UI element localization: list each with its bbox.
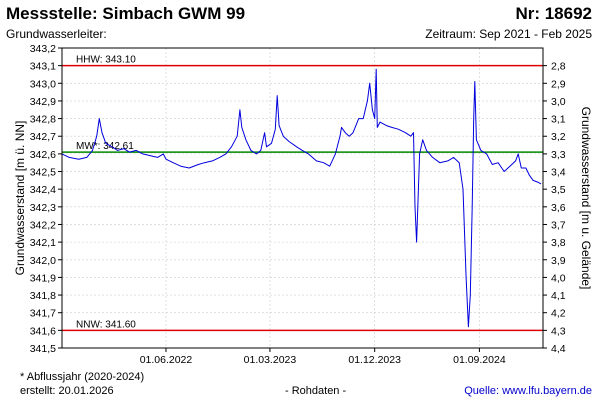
plot-frame: [61, 47, 544, 349]
aquifer-label: Grundwasserleiter:: [6, 27, 107, 41]
left-axis: 341,5 341,6 341,7 341,8 341,9 342,0 342,1 342,2…: [30, 43, 62, 355]
y-axis-label-right: Grundwasserstand [m u. Gelände]: [579, 107, 593, 290]
right-tick-label: 4,0: [551, 272, 566, 284]
right-tick-label: 3,3: [551, 149, 566, 161]
right-tick-label: 3,4: [551, 167, 566, 179]
right-tick-label: 3,2: [551, 131, 566, 143]
right-tick-label: 4,3: [551, 325, 566, 337]
x-tick-label: 01.09.2024: [453, 354, 506, 366]
series-layer: [61, 68, 542, 328]
y-axis-label-left: Grundwasserstand [m ü. NN]: [13, 121, 27, 276]
right-tick-label: 3,7: [551, 219, 566, 231]
raw-data-note: - Rohdaten -: [285, 385, 347, 397]
left-tick-label: 341,5: [30, 343, 56, 355]
left-tick-label: 342,7: [30, 131, 56, 143]
left-tick-label: 342,1: [30, 237, 56, 249]
reference-lines: HHW: 343.10 MW*: 342.61 NNW: 341.60: [62, 55, 543, 332]
x-tick-label: 01.06.2022: [140, 354, 193, 366]
left-tick-label: 341,6: [30, 325, 56, 337]
series-line-0: [61, 68, 542, 328]
right-tick-label: 2,8: [551, 61, 566, 73]
mw-label: MW*: 342.61: [76, 141, 134, 152]
page-title: Messstelle: Simbach GWM 99: [6, 4, 246, 23]
right-tick-label: 3,0: [551, 96, 566, 108]
left-tick-label: 342,9: [30, 96, 56, 108]
x-tick-label: 01.03.2023: [244, 354, 297, 366]
right-tick-label: 4,4: [551, 343, 566, 355]
left-tick-label: 341,7: [30, 308, 56, 320]
right-tick-label: 2,9: [551, 78, 566, 90]
left-tick-label: 343,1: [30, 61, 56, 73]
station-number: Nr: 18692: [515, 4, 592, 23]
source-link[interactable]: Quelle: www.lfu.bayern.de: [464, 385, 592, 397]
left-tick-label: 342,6: [30, 149, 56, 161]
x-tick-label: 01.12.2023: [348, 354, 401, 366]
x-axis: 01.06.2022 01.03.2023 01.12.2023 01.09.2024: [140, 348, 506, 366]
right-tick-label: 3,6: [551, 202, 566, 214]
left-tick-label: 341,9: [30, 272, 56, 284]
right-tick-label: 3,5: [551, 184, 566, 196]
nnw-label: NNW: 341.60: [76, 319, 136, 330]
left-tick-label: 343,0: [30, 78, 56, 90]
right-tick-label: 4,2: [551, 308, 566, 320]
right-tick-label: 3,1: [551, 114, 566, 126]
left-tick-label: 341,8: [30, 290, 56, 302]
period-label: Zeitraum: Sep 2021 - Feb 2025: [425, 27, 592, 41]
left-tick-label: 342,8: [30, 114, 56, 126]
right-tick-label: 3,8: [551, 237, 566, 249]
left-tick-label: 342,0: [30, 255, 56, 267]
right-axis: 2,8 2,9 3,0 3,1 3,2 3,3 3,4 3,5 3,6 3,7 3,8 3,9 4,0 4…: [543, 61, 566, 355]
right-tick-label: 4,1: [551, 290, 566, 302]
left-tick-label: 342,2: [30, 219, 56, 231]
grid: [62, 48, 543, 348]
right-tick-label: 3,9: [551, 255, 566, 267]
hhw-label: HHW: 343.10: [76, 55, 136, 66]
footnote: * Abflussjahr (2020-2024): [20, 371, 145, 383]
left-tick-label: 343,2: [30, 43, 56, 55]
left-tick-label: 342,4: [30, 184, 56, 196]
created-date: erstellt: 20.01.2026: [20, 385, 114, 397]
left-tick-label: 342,3: [30, 202, 56, 214]
left-tick-label: 342,5: [30, 167, 56, 179]
